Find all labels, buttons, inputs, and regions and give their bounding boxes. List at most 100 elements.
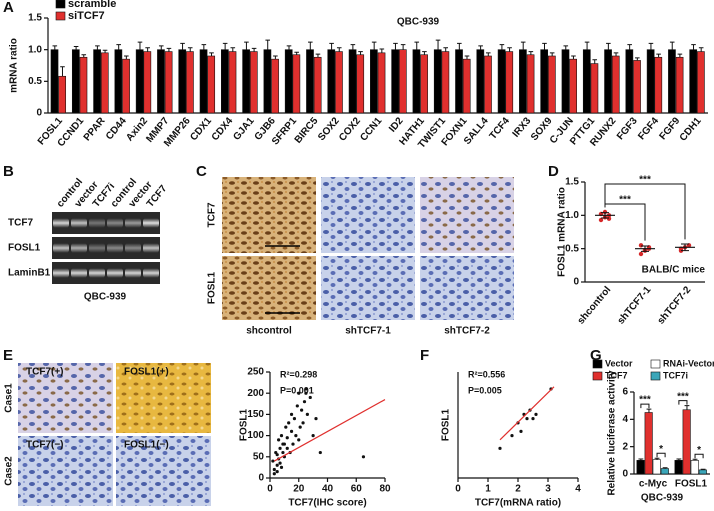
blot-band (143, 243, 159, 253)
chart-note: BALB/C mice (642, 265, 706, 276)
data-point (302, 400, 307, 404)
panel-letter: A (3, 0, 14, 16)
bar (519, 49, 527, 114)
legend-swatch (592, 371, 603, 381)
y-tick-label: 200 (247, 388, 264, 399)
data-point (519, 429, 523, 433)
error-bar (563, 45, 569, 50)
error-bar (336, 47, 342, 52)
error-bar (656, 53, 661, 58)
error-bar (648, 42, 654, 50)
bar (697, 51, 705, 114)
blot (52, 262, 160, 284)
legend-label: Vector (605, 358, 633, 368)
data-point (311, 434, 315, 438)
error-bar (329, 42, 334, 50)
bar (526, 54, 535, 114)
error-bar (698, 47, 704, 52)
x-tick-label: 2 (515, 484, 521, 495)
error-bar (350, 44, 356, 50)
data-point (271, 459, 275, 463)
significance-label: *** (677, 391, 689, 402)
bar (370, 49, 378, 114)
bar (654, 56, 663, 114)
row-label: Case1 (4, 383, 15, 413)
data-point (318, 450, 322, 455)
image-tag: FOSL1(−) (124, 440, 169, 451)
significance-label: *** (639, 175, 651, 186)
x-tick-label: TCF4 (488, 115, 513, 142)
x-tick-label: shTCF7-1 (616, 284, 654, 326)
significance-label: * (659, 444, 663, 455)
blot-caption: QBC-939 (84, 292, 127, 303)
image-tag: FOSL1(+) (124, 367, 169, 378)
error-bar (499, 44, 505, 50)
bar (164, 51, 173, 114)
ihc-image (116, 436, 211, 506)
y-tick-label: 0.5 (565, 243, 579, 254)
bar (284, 49, 293, 114)
data-point (284, 425, 288, 429)
error-bar (435, 39, 441, 50)
significance-bracket (604, 183, 686, 240)
bar (263, 49, 272, 114)
stat-label: R²=0.556 (468, 369, 505, 379)
bar (484, 55, 492, 114)
data-point (304, 391, 308, 395)
bar (433, 49, 442, 114)
ihc-image (222, 256, 316, 320)
bar (221, 49, 229, 114)
bar (178, 49, 187, 114)
legend-label: TCF7 (605, 370, 628, 380)
y-tick-label: 0.5 (28, 76, 42, 87)
significance-bracket (678, 400, 688, 405)
data-point (277, 438, 281, 442)
error-bar (102, 49, 108, 53)
data-point (279, 465, 284, 469)
ihc-image (321, 177, 415, 253)
data-point (301, 421, 305, 425)
data-point (297, 438, 301, 442)
x-tick-label: 80 (379, 484, 391, 495)
data-point (278, 446, 282, 450)
bar (335, 51, 343, 114)
data-point (292, 417, 297, 421)
bar (636, 460, 645, 475)
column-label: shTCF7-1 (345, 326, 391, 337)
legend-swatch (650, 359, 661, 369)
y-tick-label: 250 (247, 367, 264, 378)
panel-letter: E (3, 347, 13, 364)
error-bar (180, 42, 185, 50)
y-tick-label: 1.0 (28, 44, 42, 55)
error-bar (209, 52, 214, 56)
significance-bracket (640, 403, 650, 409)
blot-band (89, 243, 105, 253)
data-point (305, 412, 309, 416)
x-tick-label: PPAR (82, 115, 108, 143)
blot-band (107, 268, 123, 278)
error-bar (662, 467, 668, 469)
error-bar (145, 47, 150, 52)
y-tick-label: 100 (247, 430, 264, 441)
ihc-image (420, 256, 514, 320)
data-point (534, 412, 538, 416)
y-tick-label: 2 (622, 441, 628, 452)
blot-band (71, 243, 87, 253)
bar (690, 460, 699, 475)
error-bar (286, 45, 292, 50)
y-tick-label: 0 (258, 473, 264, 484)
bar (590, 63, 599, 114)
legend-swatch (55, 0, 66, 9)
blot-row-label: TCF7 (8, 218, 33, 229)
row-label: TCF7 (207, 202, 218, 227)
bar (675, 56, 684, 114)
blot-band (53, 268, 69, 278)
data-point (281, 442, 285, 446)
bar (548, 55, 556, 114)
data-point (300, 408, 304, 412)
error-bar (414, 41, 420, 50)
bar (561, 49, 570, 114)
bar (455, 49, 463, 114)
error-bar (443, 47, 449, 52)
